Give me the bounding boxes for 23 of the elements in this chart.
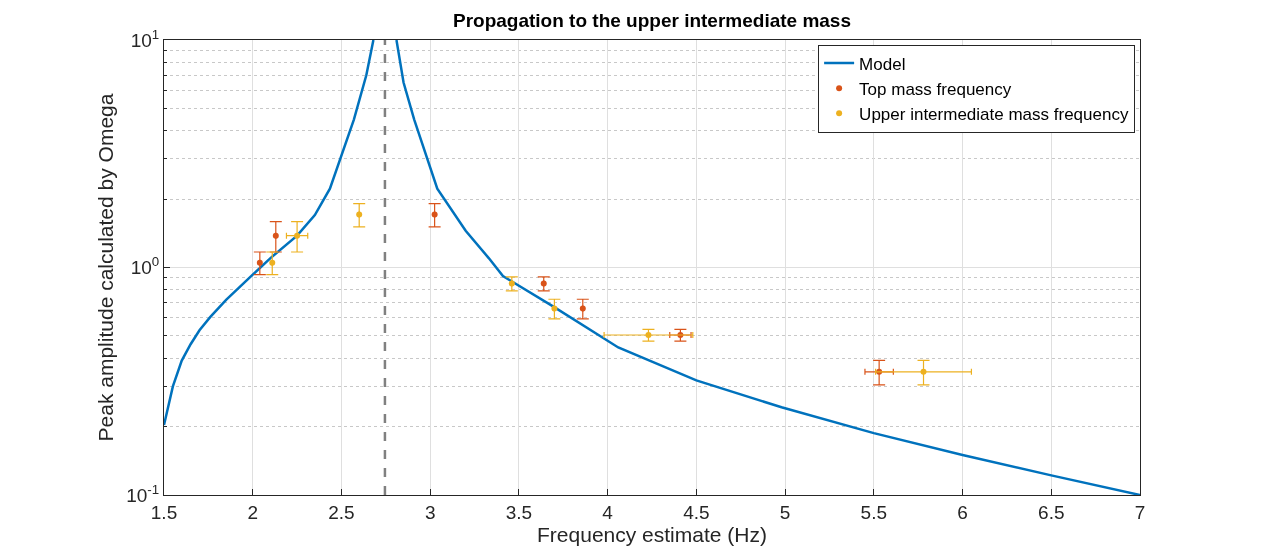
- legend-label: Upper intermediate mass frequency: [859, 104, 1129, 124]
- x-tick-label: 2: [247, 501, 259, 523]
- y-tick-label: 10$^{1}$: [130, 26, 160, 51]
- x-tick-label: 6: [957, 501, 968, 523]
- x-tick-label: 5: [779, 501, 791, 523]
- x-tick-label: 4.5: [683, 501, 710, 523]
- x-tick-label: 4: [602, 501, 614, 523]
- line-series: [395, 40, 1140, 495]
- point: [920, 368, 927, 375]
- point: [294, 232, 301, 239]
- x-tick-label: 3: [424, 501, 436, 523]
- x-tick-label: 7: [1134, 501, 1146, 523]
- legend-label: Model: [859, 54, 906, 74]
- legend-label: Top mass frequency: [859, 79, 1012, 99]
- x-axis-title: Frequency estimate (Hz): [537, 522, 767, 546]
- x-tick-label: 6.5: [1038, 501, 1065, 523]
- x-tick-label: 5.5: [860, 501, 888, 523]
- y-tick-label: 10$^{0}$: [130, 254, 160, 279]
- chart-title: Propagation to the upper intermediate mass: [452, 10, 852, 32]
- x-tick-label: 2.5: [328, 501, 355, 523]
- y-axis-title: Peak amplitude calculated by Omega: [94, 93, 118, 442]
- x-tick-label: 3.5: [505, 501, 533, 523]
- line-series: [164, 40, 375, 427]
